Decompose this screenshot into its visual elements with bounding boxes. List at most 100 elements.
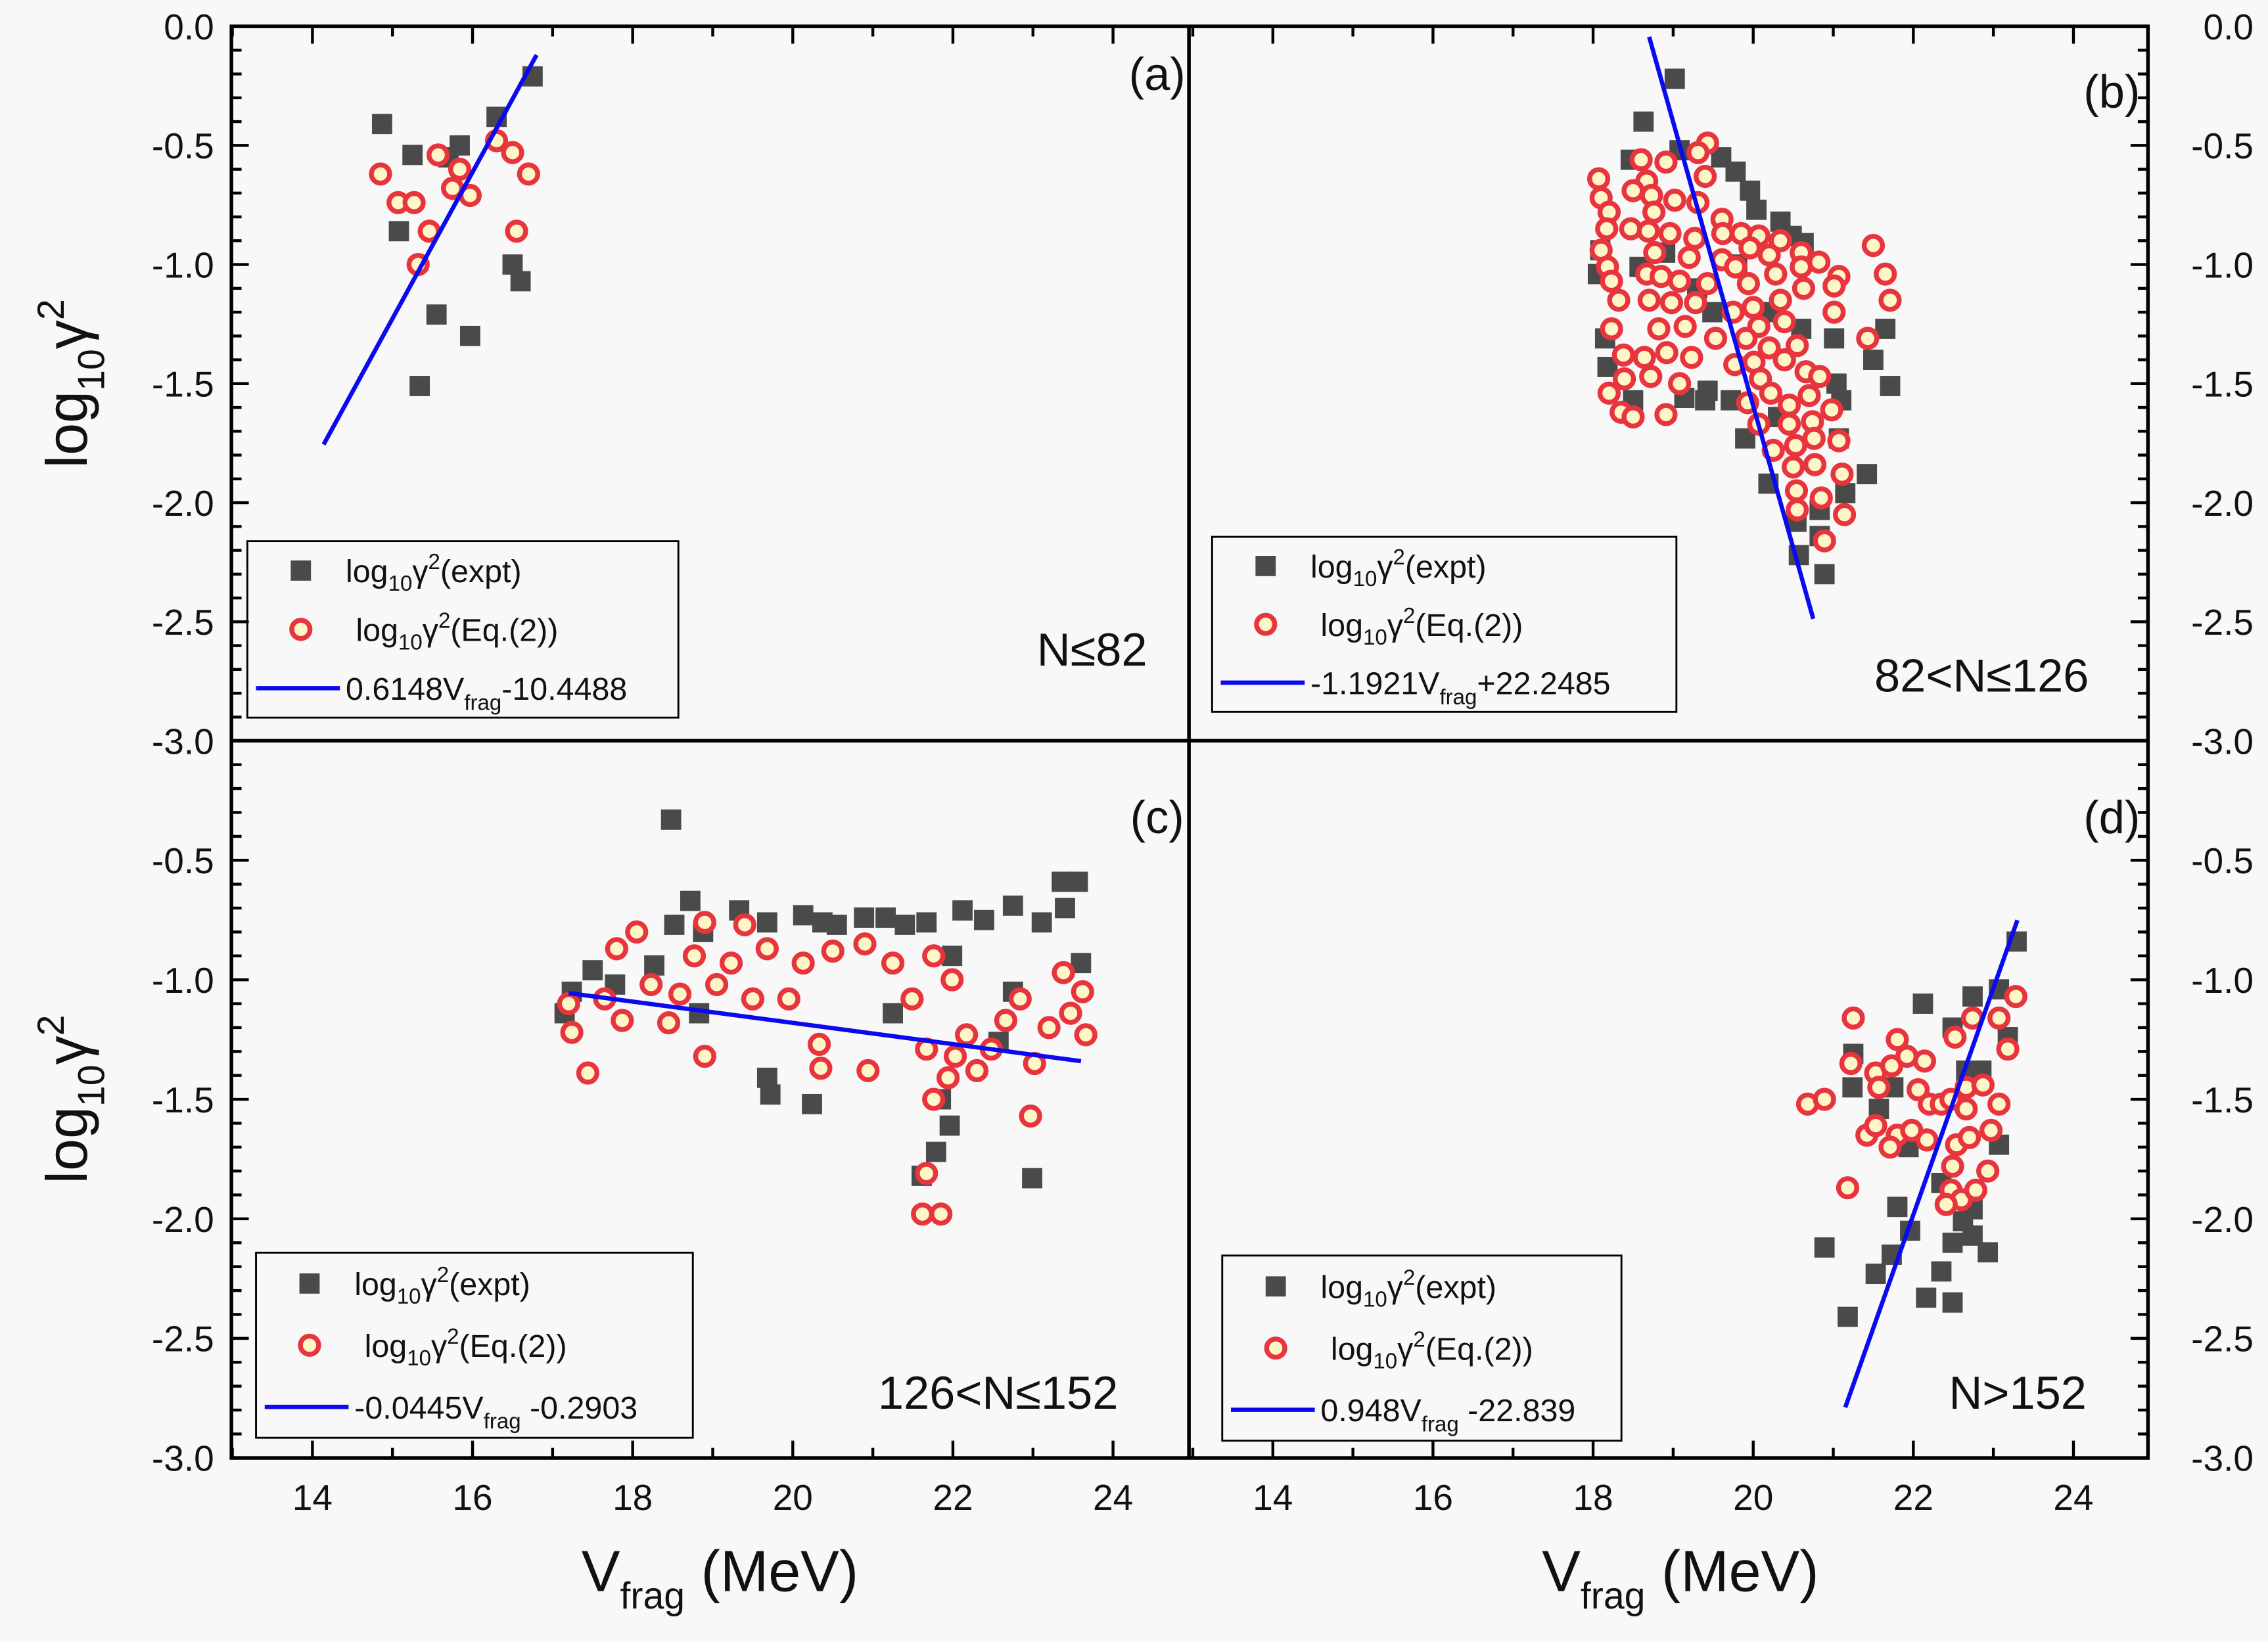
eq2-point	[1736, 271, 1761, 296]
eq2-point	[1696, 271, 1719, 296]
eq2-point	[943, 1044, 967, 1068]
legend-text-sub: 10	[398, 630, 423, 654]
expt-point	[1746, 199, 1767, 220]
eq2-point	[1654, 403, 1678, 426]
y-tick-label: -1.0	[152, 960, 214, 1001]
eq2-point	[922, 944, 946, 968]
y-title-sup: 2	[30, 299, 72, 320]
legend-text-sup: 2	[1403, 1266, 1415, 1290]
fit-label-tail: -22.839	[1459, 1393, 1576, 1428]
y-title-base: log	[34, 391, 99, 468]
eq2-point	[1976, 1159, 2000, 1183]
eq2-point	[557, 992, 580, 1016]
expt-point	[1838, 1306, 1858, 1327]
region-label: N≤82	[1037, 624, 1147, 675]
y-tick-label: -1.0	[2191, 244, 2254, 285]
expt-point	[402, 145, 423, 166]
x-title-tail: (MeV)	[1646, 1538, 1819, 1603]
expt-point	[1835, 483, 1856, 503]
eq2-point	[693, 1044, 716, 1068]
eq2-point	[929, 1202, 953, 1226]
fit-label-base: 0.948V	[1320, 1393, 1422, 1428]
legend-entry-fit: 0.6148Vfrag-10.4488	[346, 672, 627, 714]
panel-c: log10γ2(expt)log10γ2(Eq.(2))-0.0445Vfrag…	[255, 810, 1098, 1439]
eq2-point	[1742, 296, 1765, 319]
legend-entry-eq2: log10γ2(Eq.(2))	[365, 1324, 567, 1370]
region-label: 126<N≤152	[878, 1367, 1119, 1419]
eq2-point	[605, 937, 628, 961]
eq2-point	[1019, 1104, 1042, 1128]
expt-point	[1942, 1292, 1963, 1313]
legend-text-sub: 10	[1373, 1349, 1397, 1373]
expt-point	[1865, 1264, 1886, 1285]
y-tick-label: -2.5	[2191, 1319, 2254, 1359]
expt-point	[1031, 912, 1052, 933]
eq2-point	[1629, 148, 1653, 171]
eq2-point	[1809, 486, 1833, 510]
eq2-point	[1813, 1087, 1836, 1111]
expt-point	[680, 890, 701, 911]
legend-text-tail: (Eq.(2))	[459, 1329, 567, 1364]
legend-text-tail: (Eq.(2))	[450, 612, 558, 648]
fit-line	[1647, 36, 1816, 620]
x-tick-label: 20	[773, 1477, 813, 1518]
eq2-point	[1757, 336, 1781, 360]
expt-point	[1942, 1232, 1963, 1253]
legend-text-tail: (Eq.(2))	[1425, 1331, 1533, 1367]
legend-text-sub: 10	[388, 571, 413, 595]
eq2-point	[1797, 384, 1821, 407]
expt-point	[1912, 993, 1933, 1014]
y-tick-label: -1.5	[2191, 364, 2254, 405]
eq2-point	[1703, 327, 1728, 350]
fit-line	[568, 991, 1082, 1064]
eq2-point	[682, 944, 706, 968]
legend-text-gamma: γ	[1377, 549, 1393, 585]
x-title-sub: frag	[1581, 1575, 1646, 1617]
eq2-point	[1724, 255, 1747, 279]
x-title-sub: frag	[620, 1575, 685, 1617]
legend-circle-icon	[1254, 612, 1278, 636]
expt-point	[1814, 1237, 1835, 1258]
eq2-point	[1711, 221, 1735, 246]
eq2-point	[1600, 317, 1623, 341]
eq2-point	[369, 162, 392, 186]
panel-label: (b)	[2083, 65, 2140, 117]
y-tick-label: -2.5	[152, 602, 214, 643]
legend-text-base: log	[1320, 608, 1363, 643]
panel-a: log10γ2(expt)log10γ2(Eq.(2))0.6148Vfrag-…	[246, 54, 680, 719]
eq2-point	[911, 1202, 935, 1226]
eq2-point	[1786, 334, 1809, 357]
eq2-point	[1738, 236, 1762, 260]
eq2-point	[1071, 980, 1094, 1003]
expt-point	[875, 907, 896, 928]
eq2-point	[1636, 219, 1660, 243]
x-tick-label: 14	[1253, 1477, 1293, 1518]
eq2-point	[1621, 179, 1645, 202]
legend-text-sup: 2	[437, 1262, 449, 1287]
y-axis-title: log10γ2	[30, 299, 113, 468]
eq2-point	[922, 1087, 946, 1111]
y-title-gamma: γ	[34, 320, 99, 349]
legend-entry-eq2: log10γ2(Eq.(2))	[356, 608, 558, 654]
expt-point	[660, 810, 682, 830]
x-tick-label: 22	[933, 1477, 973, 1518]
eq2-point	[807, 1032, 831, 1056]
eq2-point	[1586, 167, 1611, 191]
panel-d: log10γ2(expt)log10γ2(Eq.(2))0.948Vfrag -…	[1221, 919, 2027, 1442]
y-title-base: log	[34, 1106, 99, 1183]
y-axis-title: log10γ2	[30, 1015, 113, 1184]
expt-point	[1842, 1077, 1863, 1098]
legend-text-sub: 10	[397, 1284, 421, 1308]
legend-text-tail: (Eq.(2))	[1415, 608, 1523, 643]
expt-point	[1962, 986, 1983, 1007]
eq2-point	[1803, 453, 1827, 476]
panel-b: log10γ2(expt)log10γ2(Eq.(2))-1.1921Vfrag…	[1211, 36, 1902, 713]
region-label: N>152	[1949, 1367, 2087, 1419]
y-tick-label: -1.5	[152, 364, 214, 405]
eq2-point	[1059, 1001, 1082, 1025]
eq2-point	[1856, 327, 1880, 350]
eq2-point	[1822, 300, 1846, 324]
x-tick-label: 24	[2053, 1477, 2093, 1518]
legend-text-sub: 10	[1363, 1287, 1387, 1311]
expt-point	[1931, 1261, 1952, 1282]
